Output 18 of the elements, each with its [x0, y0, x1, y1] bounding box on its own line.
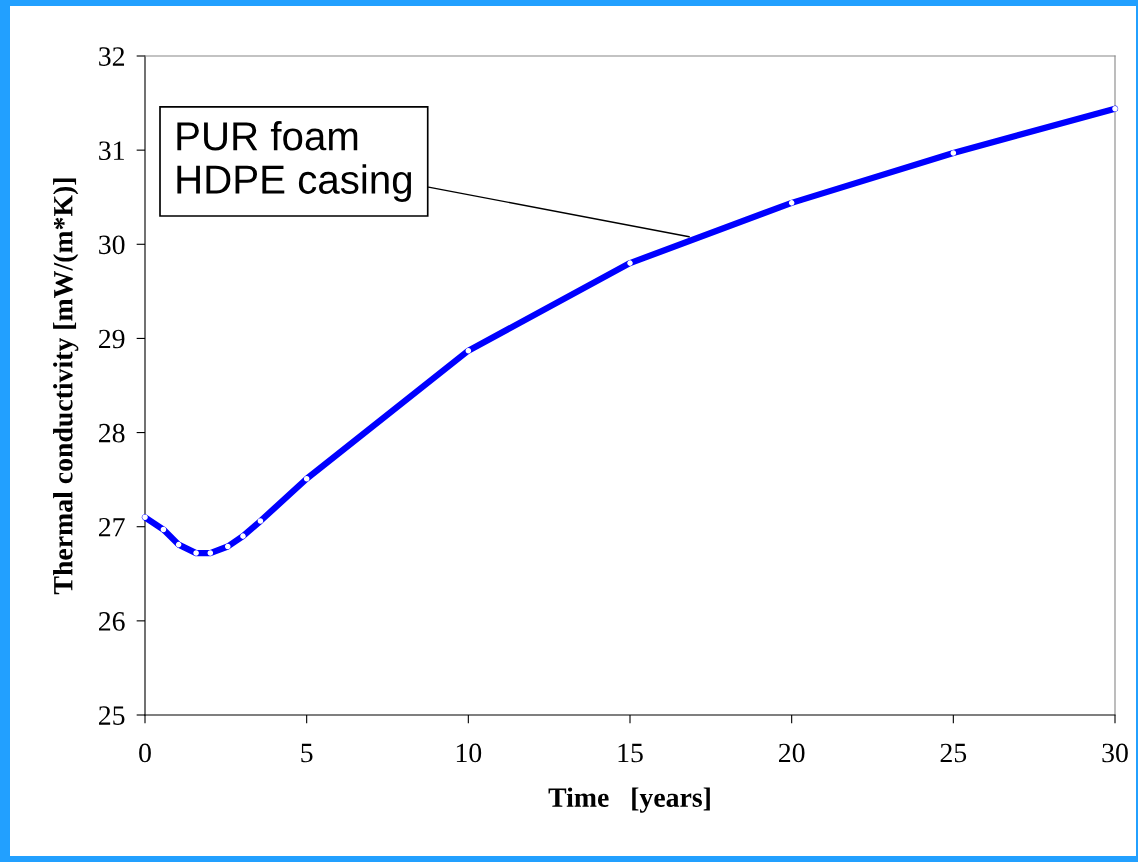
y-tick-label: 27: [99, 517, 125, 537]
y-tick-label: 25: [99, 706, 125, 725]
y-tick-label: 28: [99, 423, 125, 443]
y-tick-label: 31: [99, 141, 124, 161]
x-axis-title: Time [years]: [548, 787, 710, 813]
y-tick-label: 26: [99, 612, 125, 631]
y-tick-label: 30: [99, 235, 125, 255]
x-tick-label: 25: [940, 743, 967, 763]
x-tick-label: 15: [618, 743, 643, 763]
x-tick-label: 0: [139, 743, 151, 763]
y-axis-title: Thermal conductivity [mW/(m*K)]: [53, 178, 79, 595]
x-tick-label: 20: [779, 743, 805, 763]
annotation: PUR foam HDPE casing: [177, 121, 412, 202]
y-tick-label: 32: [99, 47, 125, 66]
x-tick-label: 30: [1102, 743, 1128, 763]
y-tick-label: 29: [99, 329, 125, 349]
x-tick-label: 5: [301, 743, 313, 763]
x-tick-label: 10: [456, 743, 482, 763]
